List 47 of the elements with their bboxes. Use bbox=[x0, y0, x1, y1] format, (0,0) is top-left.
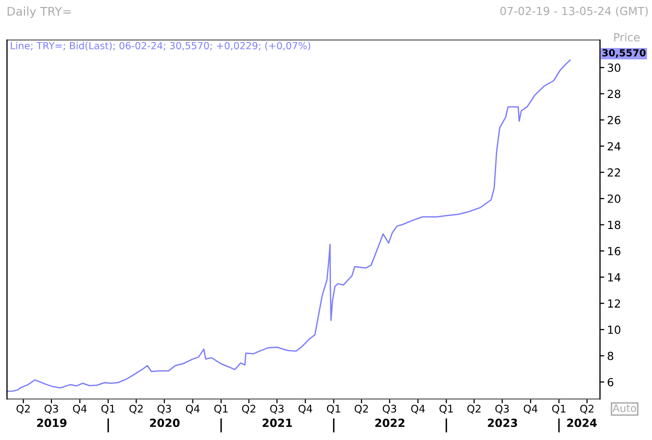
x-tick-label: Q4 bbox=[411, 404, 425, 414]
y-tick-label: 8 bbox=[608, 352, 614, 360]
x-tick-label: Q2 bbox=[242, 404, 256, 414]
x-tick-label: Q4 bbox=[524, 404, 538, 414]
line-series bbox=[7, 60, 571, 392]
y-tick-label: 16 bbox=[608, 246, 620, 256]
x2-tick-label: 2024 bbox=[567, 418, 597, 428]
x-tick-label: Q2 bbox=[129, 404, 143, 414]
x2-tick-label: 2020 bbox=[150, 418, 180, 428]
y-tick-label: 20 bbox=[608, 194, 620, 203]
x2-tick-label: 2022 bbox=[375, 418, 404, 428]
y-tick-label: 24 bbox=[608, 142, 620, 150]
x-tick-label: Q3 bbox=[495, 404, 509, 414]
y-tick-label: 26 bbox=[608, 116, 620, 124]
y-tick-label: 12 bbox=[608, 299, 620, 308]
chart-subtitle: Line; TRY=; Bid(Last); 06-02-24; 30,5570; +0,0229; (+0,07%) bbox=[10, 42, 310, 50]
x-tick-label: Q3 bbox=[44, 404, 58, 414]
x-tick-label: Q2 bbox=[354, 404, 368, 414]
x-tick-label: Q1 bbox=[440, 404, 453, 414]
x-tick-label: Q1 bbox=[101, 404, 115, 414]
y-tick-label: 6 bbox=[608, 378, 614, 386]
x-tick-label: Q1 bbox=[214, 404, 228, 414]
y-tick-label: 28 bbox=[608, 90, 620, 98]
x-tick-label: Q1 bbox=[552, 404, 566, 414]
text: 07-02-19 - 13-05-24 (GMT) bbox=[500, 6, 648, 17]
y-tick-label: 10 bbox=[608, 326, 620, 334]
x-tick-label: Q1 bbox=[326, 404, 340, 414]
x-tick-label: Q2 bbox=[467, 404, 480, 414]
y-tick-label: 30 bbox=[608, 63, 620, 72]
x-tick-label: Q3 bbox=[382, 404, 396, 414]
y-axis-title: Price bbox=[614, 32, 640, 42]
x-tick-label: Q4 bbox=[298, 404, 312, 414]
x-tick-label: Q4 bbox=[186, 404, 200, 414]
text: 30,5570 bbox=[602, 49, 646, 58]
x2-tick-label: 2021 bbox=[262, 418, 292, 428]
x-tick-label: Q2 bbox=[580, 404, 594, 414]
x-tick-label: Q4 bbox=[72, 404, 87, 414]
text: Auto bbox=[612, 404, 636, 412]
y-tick-label: 18 bbox=[608, 220, 620, 230]
x2-tick-label: 2023 bbox=[488, 418, 518, 428]
x2-tick-label: 2019 bbox=[37, 418, 66, 428]
x-tick-label: Q3 bbox=[270, 404, 284, 414]
chart-title: Daily TRY= bbox=[8, 6, 71, 18]
x-tick-label: Q3 bbox=[158, 404, 171, 414]
y-tick-label: 22 bbox=[608, 168, 620, 177]
y-tick-label: 14 bbox=[608, 273, 620, 282]
x-tick-label: Q2 bbox=[16, 404, 30, 414]
